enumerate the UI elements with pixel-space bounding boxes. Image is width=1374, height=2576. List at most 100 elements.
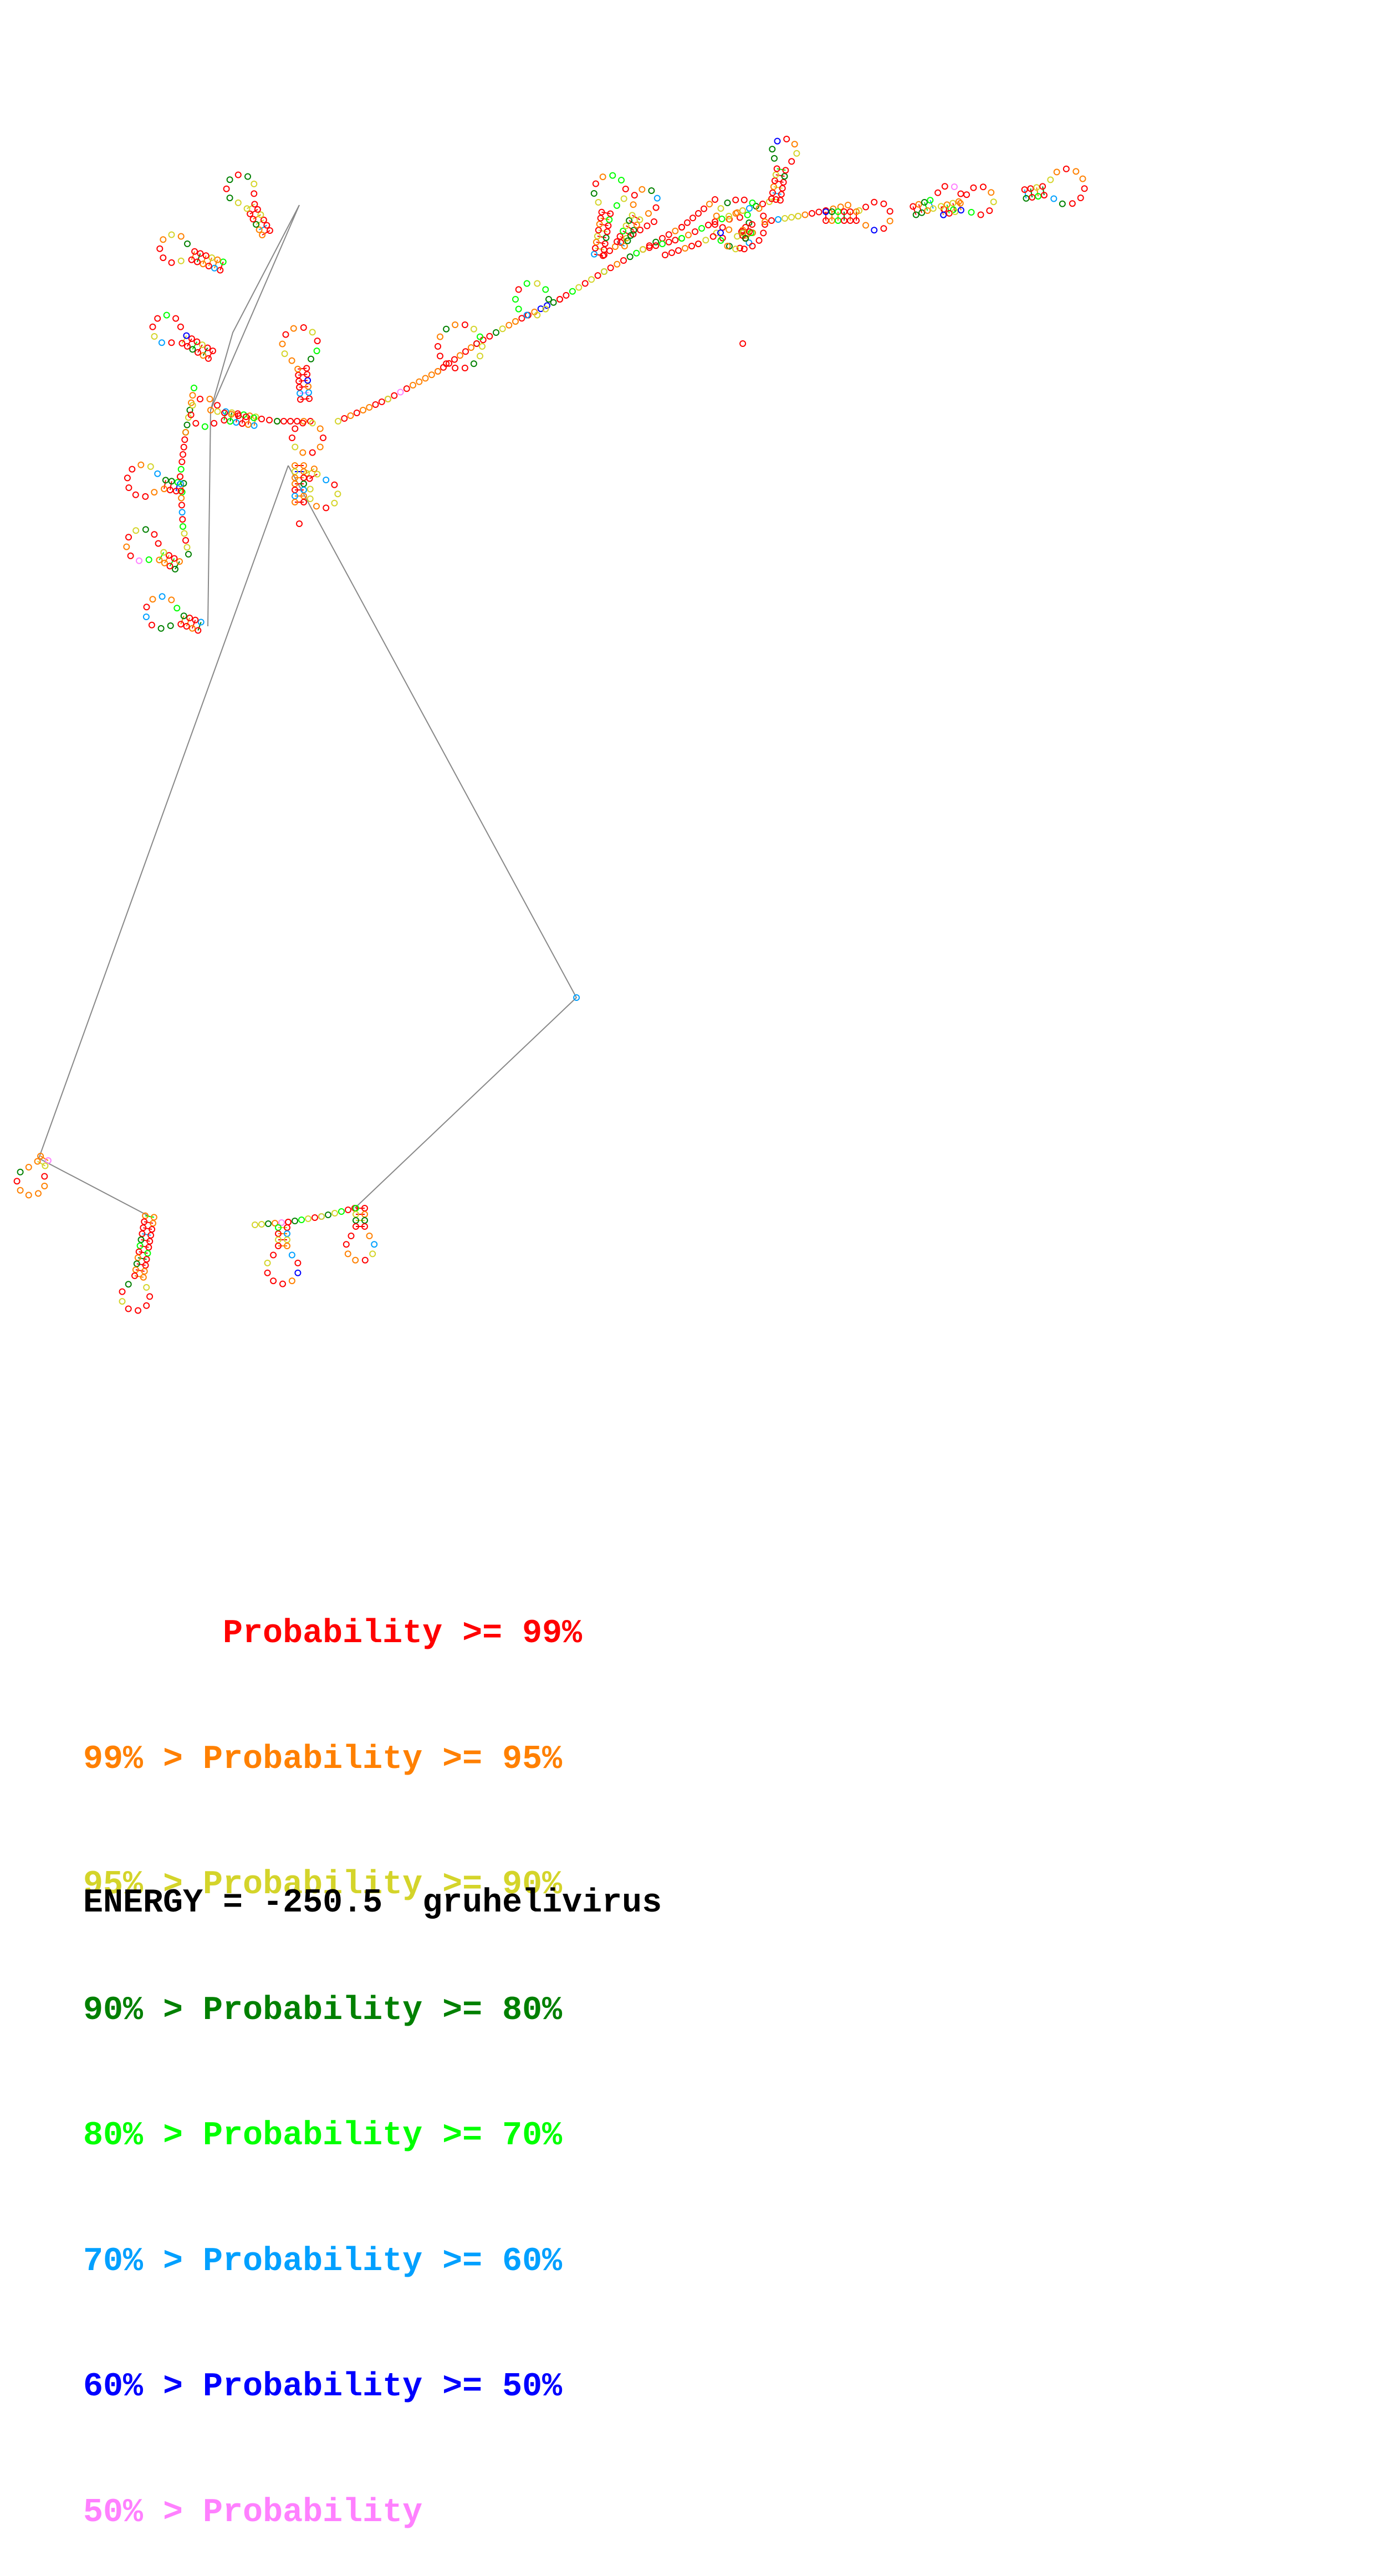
legend-text: Probability >= 60% — [203, 2242, 563, 2281]
base-pair-line — [208, 350, 213, 359]
nucleotide — [298, 1217, 305, 1223]
nucleotide — [772, 171, 779, 178]
nucleotide — [290, 325, 297, 332]
base-pair-line — [596, 241, 605, 244]
nucleotide — [257, 211, 264, 218]
nucleotide — [886, 217, 893, 224]
nucleotide — [270, 1251, 277, 1259]
nucleotide — [369, 1250, 376, 1258]
nucleotide — [295, 371, 302, 379]
nucleotide — [163, 311, 170, 319]
nucleotide — [177, 257, 185, 264]
legend-prefix: 60% > — [83, 2368, 203, 2406]
base-pair-line — [772, 192, 782, 195]
nucleotide — [915, 201, 922, 208]
nucleotide — [180, 612, 187, 620]
nucleotide — [1059, 200, 1066, 207]
nucleotide — [331, 1210, 338, 1217]
nucleotide — [304, 371, 311, 378]
nucleotide — [1077, 195, 1084, 201]
nucleotide — [588, 276, 595, 283]
nucleotide — [624, 237, 631, 244]
nucleotide — [249, 216, 257, 223]
nucleotide — [207, 407, 214, 413]
nucleotide — [180, 523, 186, 530]
base-pair-line — [306, 468, 315, 474]
nucleotide — [189, 392, 196, 399]
nucleotide — [183, 623, 190, 630]
structure-name: gruhelivirus — [422, 1884, 662, 1922]
nucleotide — [280, 418, 287, 425]
nucleotide — [596, 221, 603, 228]
nucleotide — [168, 259, 175, 266]
nucleotide — [768, 195, 775, 202]
nucleotide — [279, 340, 286, 347]
nucleotide — [134, 1254, 141, 1261]
legend-text: Probability >= 99% — [223, 1615, 583, 1653]
nucleotide — [141, 1267, 148, 1275]
base-pair-line — [262, 230, 270, 236]
nucleotide — [119, 1298, 126, 1305]
base-pair-line — [775, 174, 785, 177]
nucleotide — [172, 488, 180, 494]
nucleotide — [437, 333, 443, 340]
nucleotide — [371, 1241, 378, 1248]
legend-row-1: Probability >= 99% — [83, 1613, 582, 1655]
nucleotide — [601, 268, 607, 275]
nucleotide — [210, 347, 216, 355]
nucleotide — [684, 219, 691, 226]
nucleotide — [739, 340, 747, 347]
nucleotide — [154, 470, 161, 477]
nucleotide — [622, 186, 629, 192]
nucleotide — [618, 177, 625, 183]
nucleotide — [143, 1284, 150, 1291]
nucleotide — [205, 263, 212, 269]
nucleotide — [288, 1251, 295, 1259]
nucleotide — [736, 244, 743, 252]
nucleotide — [157, 625, 165, 632]
base-pair-line — [300, 392, 309, 394]
nucleotide — [941, 183, 948, 190]
base-pair-line — [141, 1239, 150, 1242]
nucleotide — [193, 338, 201, 345]
base-pair-line — [196, 253, 201, 262]
nucleotide — [637, 227, 643, 233]
nucleotide — [946, 209, 953, 217]
nucleotide — [732, 210, 739, 217]
nucleotide — [119, 1288, 126, 1295]
nucleotide — [353, 1223, 359, 1230]
nucleotide — [234, 199, 242, 206]
nucleotide — [627, 232, 634, 239]
legend-prefix: 90% > — [83, 1991, 203, 2030]
nucleotide — [154, 315, 161, 322]
nucleotide — [181, 436, 188, 443]
nucleotide — [155, 540, 162, 547]
nucleotide — [592, 244, 599, 252]
nucleotide — [197, 250, 204, 257]
nucleotide — [592, 180, 599, 187]
nucleotide — [788, 158, 795, 165]
nucleotide — [140, 1274, 147, 1281]
nucleotide — [221, 417, 228, 424]
nucleotide — [461, 321, 468, 328]
nucleotide — [193, 258, 201, 265]
nucleotide — [172, 315, 180, 322]
nucleotide — [177, 487, 185, 494]
nucleotide — [348, 1233, 355, 1239]
nucleotide — [563, 292, 570, 299]
nucleotide — [626, 217, 633, 224]
nucleotide — [125, 1305, 132, 1312]
base-pair-line — [774, 180, 784, 183]
nucleotide — [726, 226, 733, 233]
nucleotide — [344, 1250, 351, 1258]
nucleotide — [963, 191, 970, 198]
nucleotide — [264, 1269, 271, 1276]
nucleotide — [297, 396, 304, 403]
nucleotide — [192, 616, 199, 623]
base-pair-line — [929, 200, 934, 209]
base-pair-line — [197, 344, 203, 353]
nucleotide — [880, 225, 887, 232]
nucleotide — [165, 552, 172, 559]
nucleotide — [146, 1238, 154, 1245]
nucleotide — [150, 1220, 156, 1227]
